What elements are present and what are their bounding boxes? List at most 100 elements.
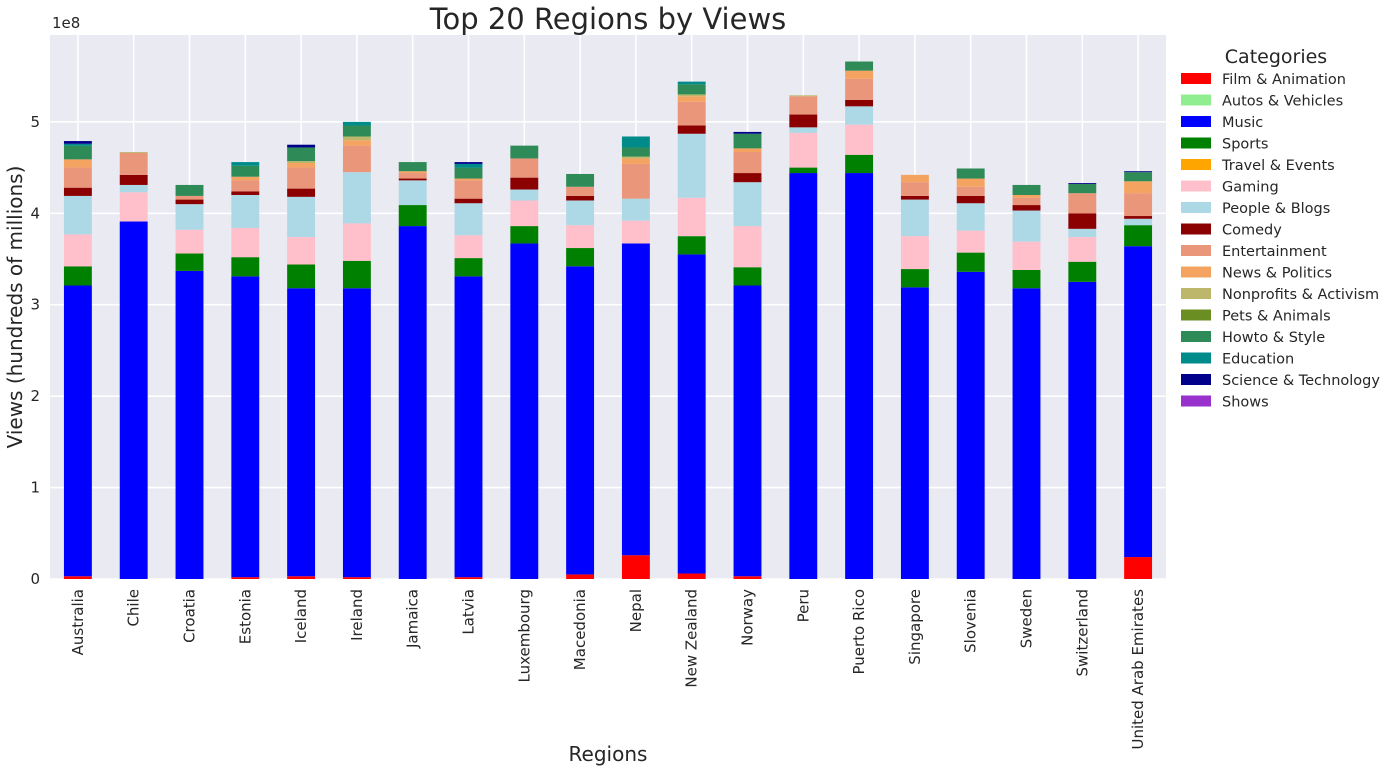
bar-segment <box>1012 205 1041 211</box>
bar-segment <box>231 180 260 192</box>
bar-segment <box>1012 269 1041 289</box>
bar-segment <box>621 156 650 159</box>
chart-title: Top 20 Regions by Views <box>429 2 787 36</box>
bar-segment <box>510 200 539 227</box>
bar-segment <box>900 199 929 237</box>
bar-segment <box>677 94 706 97</box>
bar-segment <box>566 200 595 226</box>
legend-label: Film & Animation <box>1222 72 1346 88</box>
legend-swatch <box>1181 94 1211 106</box>
bar-segment <box>733 285 762 577</box>
bar-segment <box>342 577 371 579</box>
bar-segment <box>287 264 316 289</box>
x-tick-label: Slovenia <box>962 589 980 653</box>
bar-segment <box>677 133 706 198</box>
x-tick-label: Switzerland <box>1073 589 1091 677</box>
bar-segment <box>1068 193 1097 214</box>
bar-segment <box>510 226 539 244</box>
bar-segment <box>1124 246 1153 558</box>
bar-segment <box>175 195 204 200</box>
bar-segment <box>1068 183 1097 185</box>
bar-segment <box>733 576 762 579</box>
bar-segment <box>231 195 260 228</box>
legend-label: Music <box>1222 115 1263 131</box>
bar-segment <box>342 223 371 261</box>
bar-segment <box>454 178 483 181</box>
bar-segment <box>1012 241 1041 270</box>
legend-swatch <box>1181 116 1211 127</box>
bar-segment <box>510 177 539 190</box>
bar-segment <box>566 186 595 196</box>
bar-segment <box>342 140 371 146</box>
x-tick-label: Chile <box>125 589 143 627</box>
bar-segment <box>1012 210 1041 242</box>
y-tick-label: 3 <box>30 296 40 314</box>
bar-segment <box>342 125 371 137</box>
bar-segment <box>1124 181 1153 194</box>
bar-segment <box>342 136 371 141</box>
bar-segment <box>900 174 929 183</box>
bar-segment <box>845 70 874 79</box>
legend-swatch <box>1181 309 1211 321</box>
bar-segment <box>1012 197 1041 206</box>
bar-segment <box>621 147 650 157</box>
bar-segment <box>733 267 762 286</box>
bar-segment <box>677 96 706 102</box>
bar-segment <box>287 167 316 189</box>
bar-segment <box>845 154 874 174</box>
bar-segment <box>398 205 427 227</box>
bar-segment <box>956 178 985 187</box>
bar-segment <box>789 127 818 133</box>
x-tick-label: Macedonia <box>571 589 589 670</box>
y-tick-label: 0 <box>30 570 40 588</box>
bar-segment <box>119 221 148 579</box>
legend-swatch <box>1181 374 1211 385</box>
bar-segment <box>119 174 148 185</box>
y-tick-label: 4 <box>30 204 40 222</box>
bar-segment <box>454 162 483 164</box>
bar-segment <box>621 220 650 244</box>
bar-segment <box>231 162 260 166</box>
legend-label: People & Blogs <box>1222 201 1330 217</box>
bar-segment <box>789 132 818 168</box>
bar-segment <box>1068 261 1097 282</box>
x-tick-label: Estonia <box>236 589 254 644</box>
legend-swatch <box>1181 245 1211 256</box>
bar-segment <box>510 243 539 579</box>
bar-segment <box>454 577 483 579</box>
bar-segment <box>1068 184 1097 194</box>
legend-label: Nonprofits & Activism <box>1222 287 1379 303</box>
bar-segment <box>342 260 371 289</box>
bar-segment <box>454 258 483 277</box>
x-tick-label: New Zealand <box>683 589 701 688</box>
legend-label: Gaming <box>1222 180 1279 196</box>
x-tick-label: Singapore <box>906 589 924 665</box>
bars <box>63 61 1153 580</box>
bar-segment <box>900 182 929 196</box>
bar-segment <box>1068 237 1097 262</box>
legend-swatch <box>1181 288 1211 299</box>
bar-segment <box>287 188 316 197</box>
bar-segment <box>398 173 427 179</box>
bar-segment <box>845 124 874 155</box>
bar-segment <box>342 121 371 126</box>
bar-segment <box>677 197 706 237</box>
bar-segment <box>175 199 204 205</box>
bar-segment <box>1124 193 1153 217</box>
bar-segment <box>63 187 92 196</box>
bar-segment <box>677 84 706 95</box>
bar-segment <box>733 173 762 183</box>
bar-segment <box>789 95 818 97</box>
bar-segment <box>510 145 539 159</box>
bar-segment <box>1124 172 1153 182</box>
bar-segment <box>175 229 204 254</box>
x-tick-label: Norway <box>739 589 757 646</box>
y-tick-label: 1 <box>30 479 40 497</box>
bar-segment <box>454 198 483 204</box>
x-tick-label: Puerto Rico <box>850 589 868 675</box>
bar-segment <box>175 204 204 230</box>
legend-label: Comedy <box>1222 223 1282 239</box>
bar-segment <box>733 148 762 153</box>
bar-segment <box>956 230 985 253</box>
